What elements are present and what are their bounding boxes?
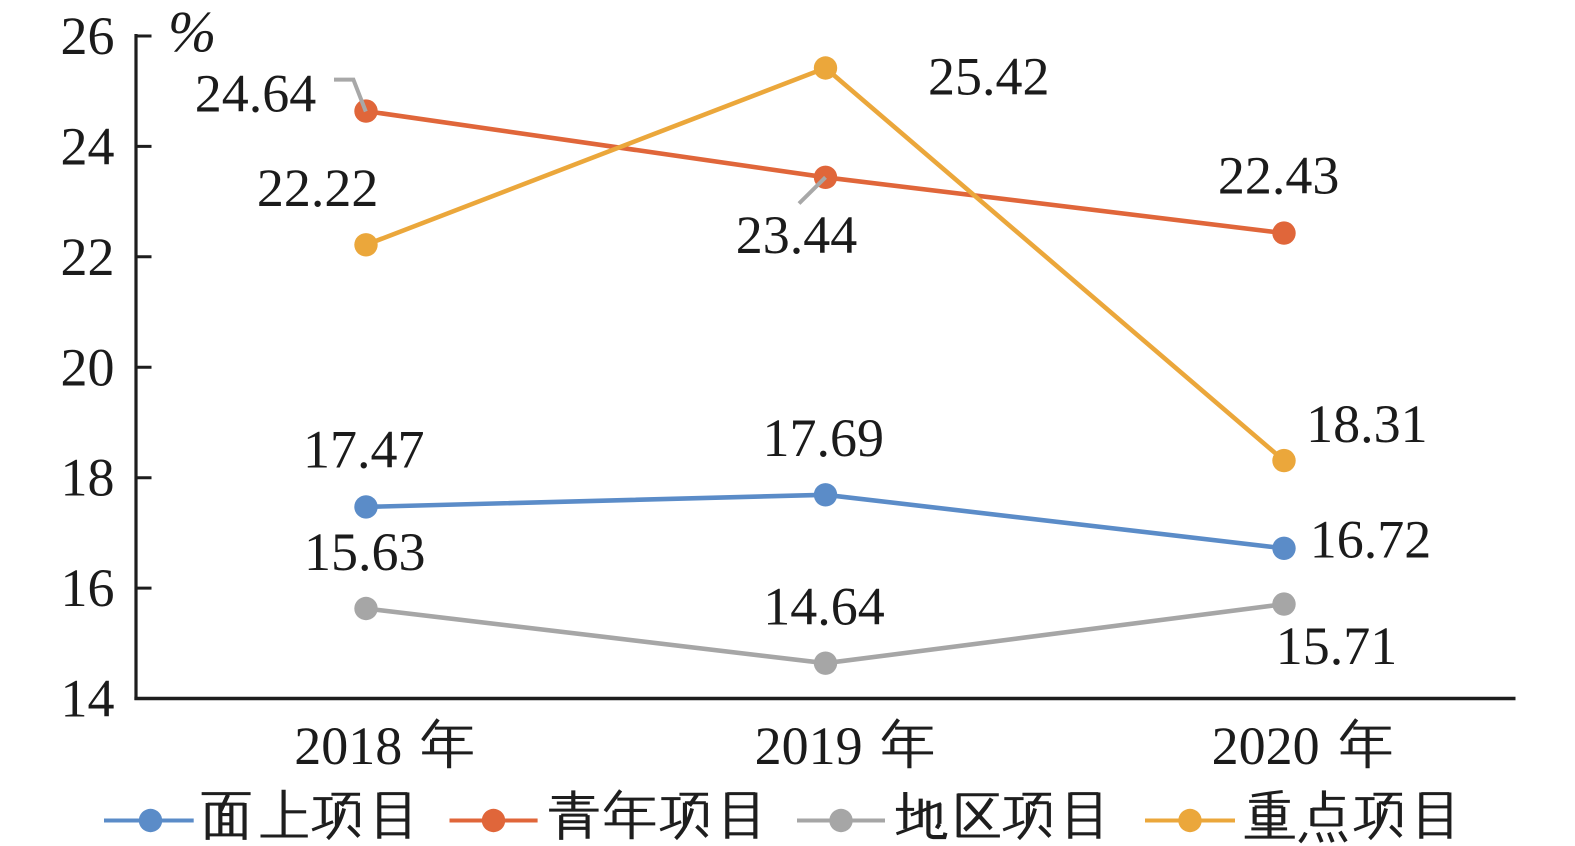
svg-text:17.47: 17.47 — [303, 419, 425, 479]
svg-text:17.69: 17.69 — [763, 408, 885, 468]
svg-text:24.64: 24.64 — [195, 64, 317, 124]
svg-text:22.43: 22.43 — [1218, 145, 1340, 205]
svg-text:2018: 2018 — [294, 716, 402, 776]
svg-text:25.42: 25.42 — [928, 47, 1050, 107]
svg-text:26: 26 — [61, 6, 115, 66]
svg-text:16.72: 16.72 — [1310, 509, 1432, 569]
svg-text:18: 18 — [61, 448, 115, 508]
svg-text:14: 14 — [61, 669, 115, 729]
svg-text:23.44: 23.44 — [736, 205, 858, 265]
svg-text:15.71: 15.71 — [1276, 616, 1398, 676]
svg-text:15.63: 15.63 — [304, 522, 426, 582]
svg-text:14.64: 14.64 — [763, 577, 885, 637]
svg-text:20: 20 — [61, 337, 115, 397]
svg-text:18.31: 18.31 — [1306, 394, 1428, 454]
svg-text:22.22: 22.22 — [257, 158, 379, 218]
svg-text:16: 16 — [61, 558, 115, 618]
svg-text:%: % — [168, 0, 216, 64]
svg-text:24: 24 — [61, 116, 115, 176]
svg-text:2020: 2020 — [1212, 716, 1320, 776]
svg-text:2019: 2019 — [755, 716, 863, 776]
svg-text:22: 22 — [61, 227, 115, 287]
